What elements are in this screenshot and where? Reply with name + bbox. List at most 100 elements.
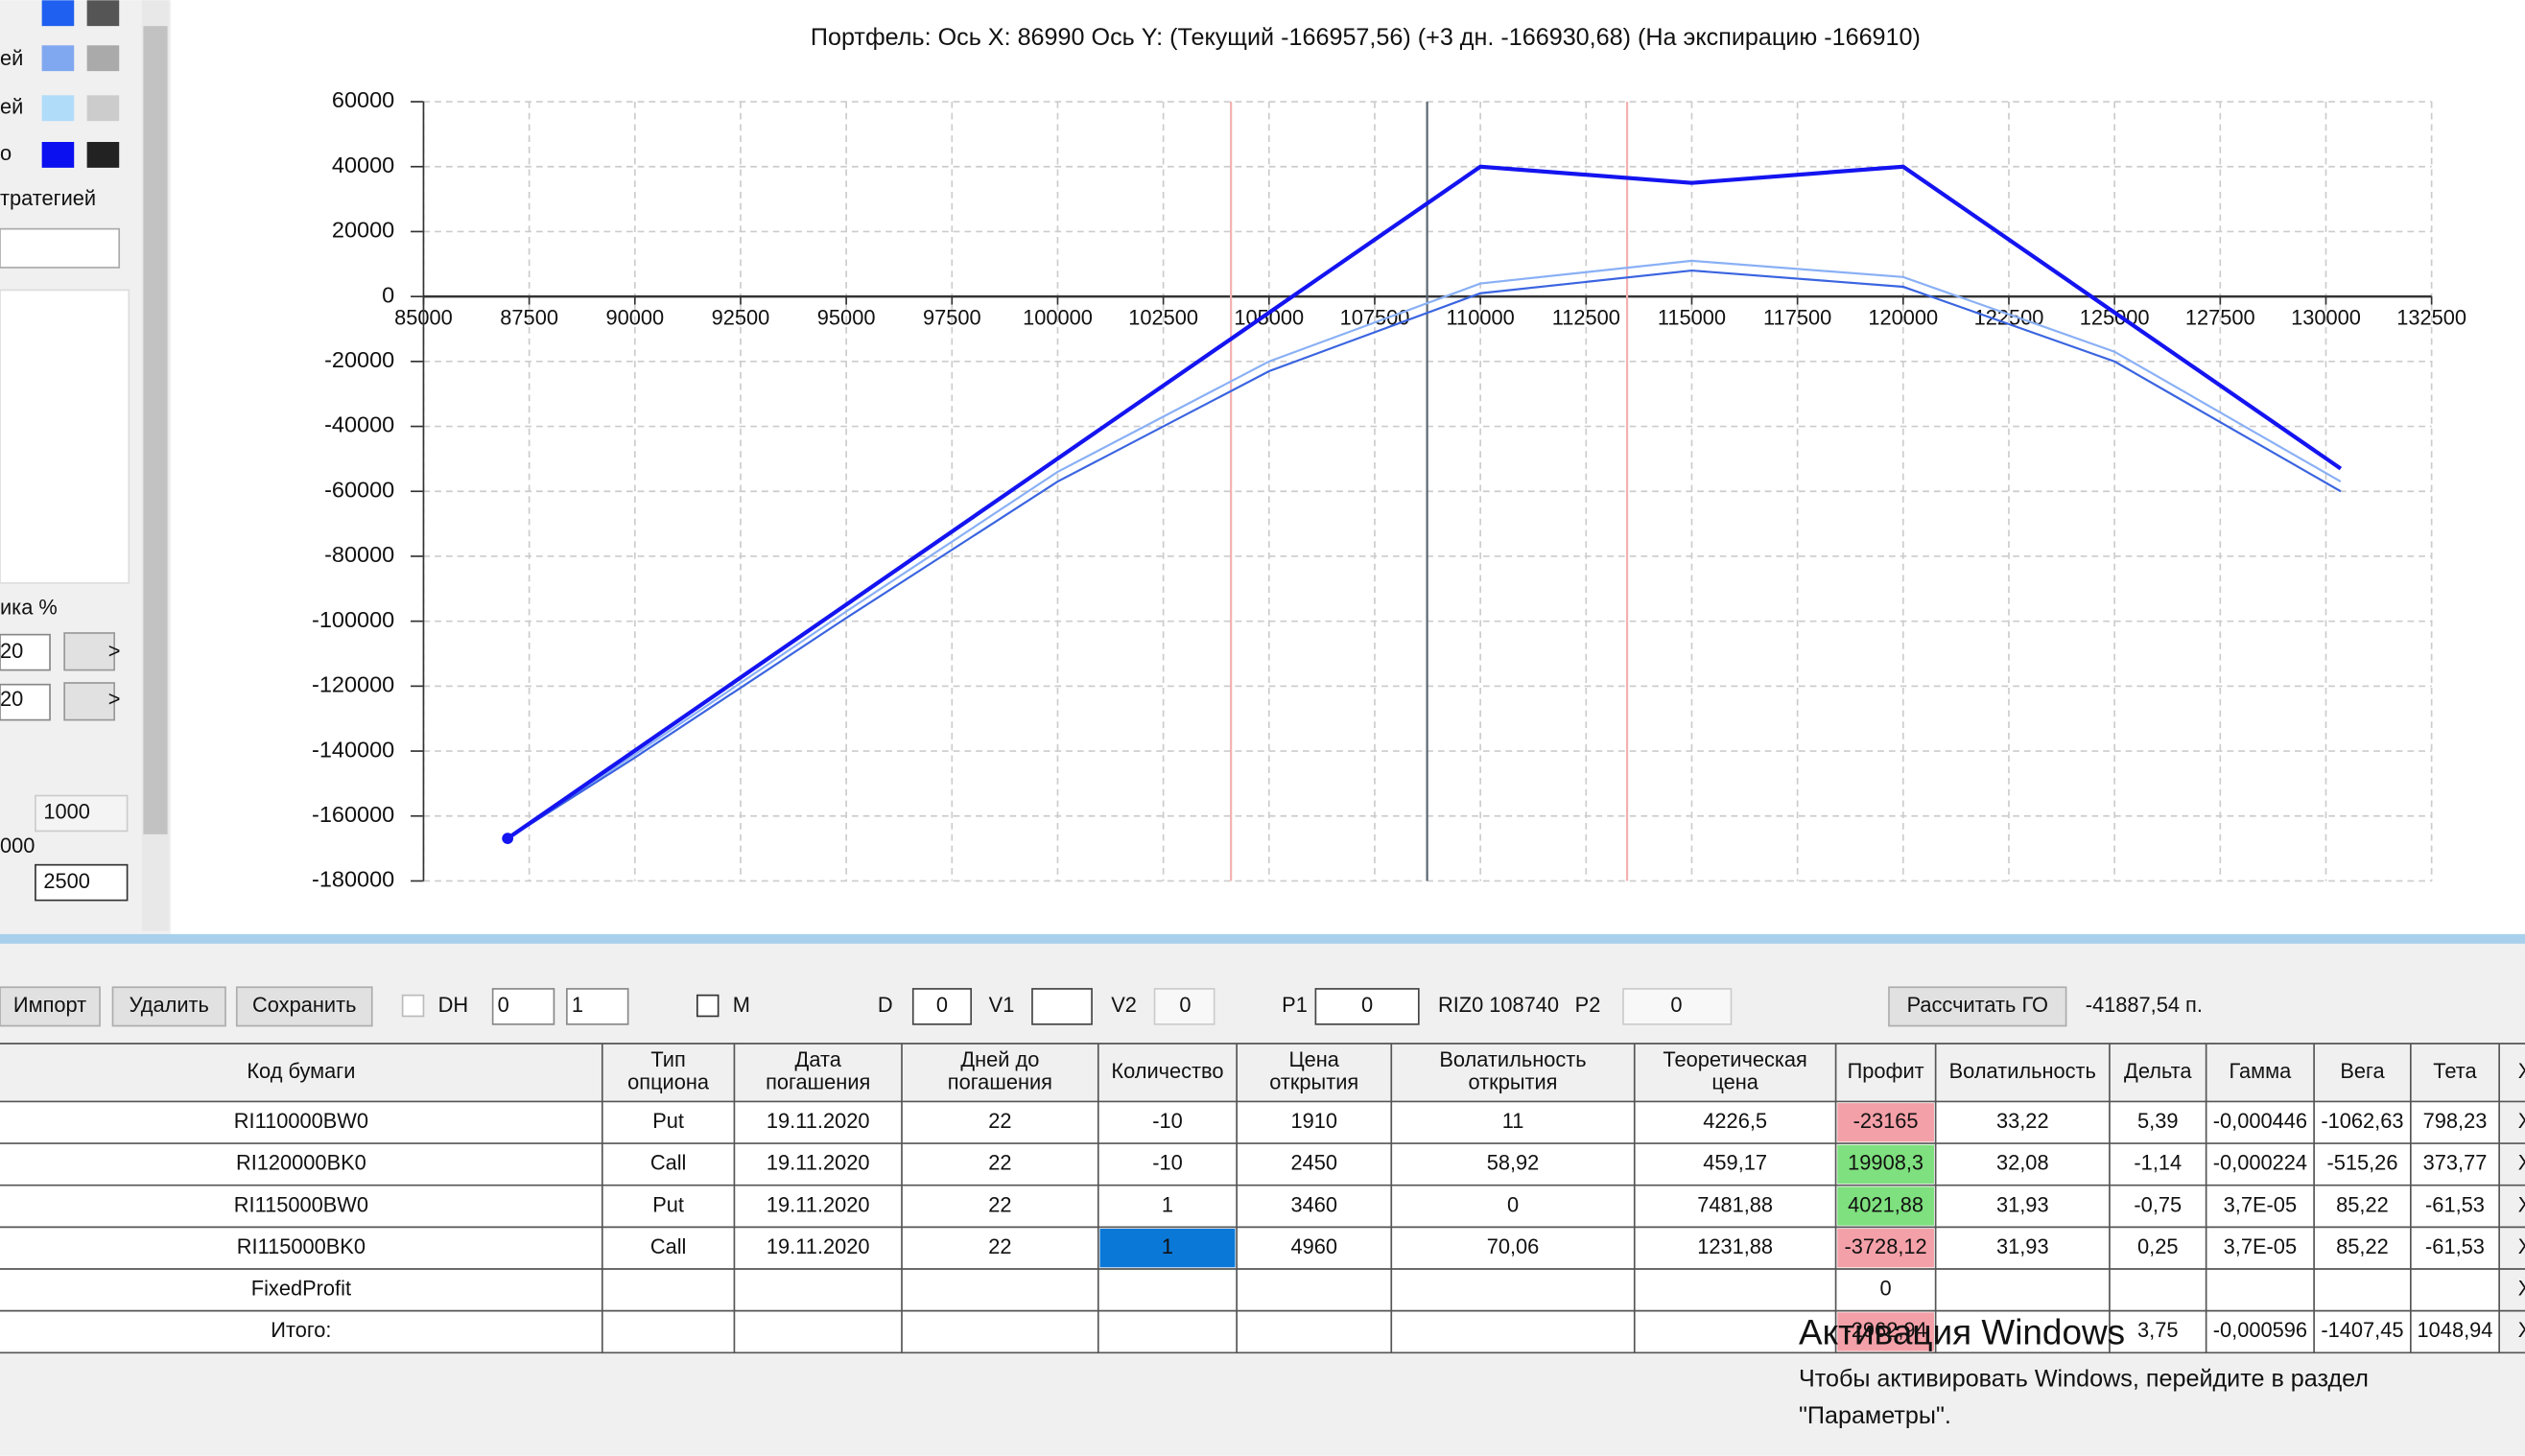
table-cell[interactable]: X <box>2518 1318 2525 1342</box>
table-cell: 22 <box>988 1192 1011 1216</box>
profit-cell <box>1837 1186 1934 1226</box>
chart-title: Портфель: Ось X: 86990 Ось Y: (Текущий -… <box>811 24 1921 51</box>
cursor-point <box>502 833 514 845</box>
panel-label: ей <box>0 46 23 70</box>
button[interactable] <box>111 986 226 1027</box>
button[interactable] <box>235 986 373 1027</box>
x-tick-label: 130000 <box>2291 305 2361 329</box>
series-line <box>507 269 2342 840</box>
column-header: Гамма <box>2229 1059 2292 1083</box>
column-header: открытия <box>1269 1070 1358 1094</box>
table-cell[interactable]: X <box>2518 1109 2525 1133</box>
table-cell: RI120000BK0 <box>236 1151 366 1175</box>
button[interactable] <box>1888 986 2067 1027</box>
x-tick-label: 100000 <box>1023 305 1093 329</box>
checkbox[interactable] <box>401 994 425 1018</box>
input-box[interactable] <box>911 988 973 1025</box>
table-cell: 31,93 <box>1996 1192 2049 1216</box>
x-tick-label: 97500 <box>923 305 981 329</box>
table-cell: 58,92 <box>1487 1151 1540 1175</box>
column-header: Дней до <box>960 1047 1039 1071</box>
button[interactable] <box>63 632 116 671</box>
input-box[interactable] <box>1314 988 1420 1025</box>
column-header: открытия <box>1469 1070 1558 1094</box>
column-header: цена <box>1711 1070 1758 1094</box>
list-box <box>0 289 130 584</box>
toolbar-text: RIZ0 108740 <box>1438 993 1559 1017</box>
table-cell[interactable]: X <box>2518 1234 2525 1258</box>
panel-label: > <box>108 639 121 663</box>
toolbar-text: 0 <box>498 993 509 1017</box>
x-tick-label: 87500 <box>500 305 558 329</box>
column-header: Волатильность <box>1949 1059 2096 1083</box>
toolbar-text: M <box>733 993 750 1017</box>
table-row <box>0 1269 2500 1311</box>
input-box[interactable] <box>35 794 129 833</box>
panel-label: ей <box>0 95 23 119</box>
input-box[interactable] <box>1153 988 1215 1025</box>
series-line <box>507 259 2342 840</box>
button[interactable] <box>63 682 116 721</box>
table-cell[interactable]: X <box>2518 1192 2525 1216</box>
x-tick-label: 95000 <box>817 305 876 329</box>
table-cell: RI115000BK0 <box>237 1234 366 1258</box>
x-tick-label: 92500 <box>712 305 770 329</box>
watermark-text: Чтобы активировать Windows, перейдите в … <box>1799 1365 2369 1392</box>
column-header[interactable]: X <box>2518 1059 2525 1083</box>
table-cell: 11 <box>1502 1109 1524 1133</box>
toolbar-text: 0 <box>1179 993 1191 1017</box>
column-header: Тип <box>650 1047 685 1071</box>
y-tick-label: -180000 <box>312 867 394 892</box>
watermark-text: "Параметры". <box>1799 1402 1951 1429</box>
table-cell: -61,53 <box>2425 1192 2485 1216</box>
table-row <box>0 1310 2500 1353</box>
table-cell: -1062,63 <box>2321 1109 2403 1133</box>
table-cell: 3,7E-05 <box>2224 1234 2297 1258</box>
button-label: Удалить <box>130 993 209 1017</box>
input-box[interactable] <box>35 863 129 902</box>
table-cell: 19.11.2020 <box>767 1109 870 1133</box>
scroll-thumb <box>143 26 168 834</box>
y-tick-label: -40000 <box>324 412 394 437</box>
input-box[interactable] <box>0 633 51 671</box>
column-header: погашения <box>948 1070 1052 1094</box>
panel-label: > <box>108 687 121 711</box>
table-cell: 1 <box>1162 1234 1173 1258</box>
x-tick-label: 127500 <box>2185 305 2255 329</box>
column-header: Профит <box>1848 1059 1924 1083</box>
column-header: Дата <box>795 1047 842 1071</box>
watermark-title: Активация Windows <box>1799 1313 2125 1352</box>
table-cell: 3460 <box>1290 1192 1337 1216</box>
toolbar-text: V1 <box>989 993 1015 1017</box>
toolbar-text: 0 <box>1361 993 1373 1017</box>
toolbar-text: 0 <box>936 993 948 1017</box>
table-cell[interactable]: X <box>2518 1151 2525 1175</box>
checkbox[interactable] <box>696 994 720 1018</box>
input-box[interactable] <box>0 683 51 721</box>
y-tick-label: -160000 <box>312 802 394 827</box>
spin-box[interactable] <box>491 988 555 1025</box>
table-cell: 4021,88 <box>1848 1192 1923 1216</box>
table-cell: 19.11.2020 <box>767 1234 870 1258</box>
table-cell[interactable]: X <box>2518 1277 2525 1301</box>
y-tick-label: -120000 <box>312 672 394 697</box>
x-tick-label: 125000 <box>2080 305 2150 329</box>
table-cell: 5,39 <box>2137 1109 2178 1133</box>
table-cell: -1407,45 <box>2321 1318 2403 1342</box>
panel-label: 20 <box>0 639 23 663</box>
table-cell: 3,7E-05 <box>2224 1192 2297 1216</box>
y-tick-label: 0 <box>382 282 394 307</box>
x-tick-label: 132500 <box>2396 305 2466 329</box>
spin-box[interactable] <box>566 988 629 1025</box>
dropdown[interactable] <box>0 227 121 269</box>
input-box[interactable] <box>1622 988 1733 1025</box>
x-tick-label: 117500 <box>1763 305 1831 329</box>
column-header: Код бумаги <box>247 1059 355 1083</box>
button[interactable] <box>0 986 101 1027</box>
splitter[interactable] <box>0 933 2525 944</box>
input-box[interactable] <box>1031 988 1093 1025</box>
table-cell: 4226,5 <box>1703 1109 1767 1133</box>
panel-label: ика % <box>0 596 58 620</box>
button-label: Сохранить <box>252 993 356 1017</box>
toolbar-text: P1 <box>1282 993 1308 1017</box>
